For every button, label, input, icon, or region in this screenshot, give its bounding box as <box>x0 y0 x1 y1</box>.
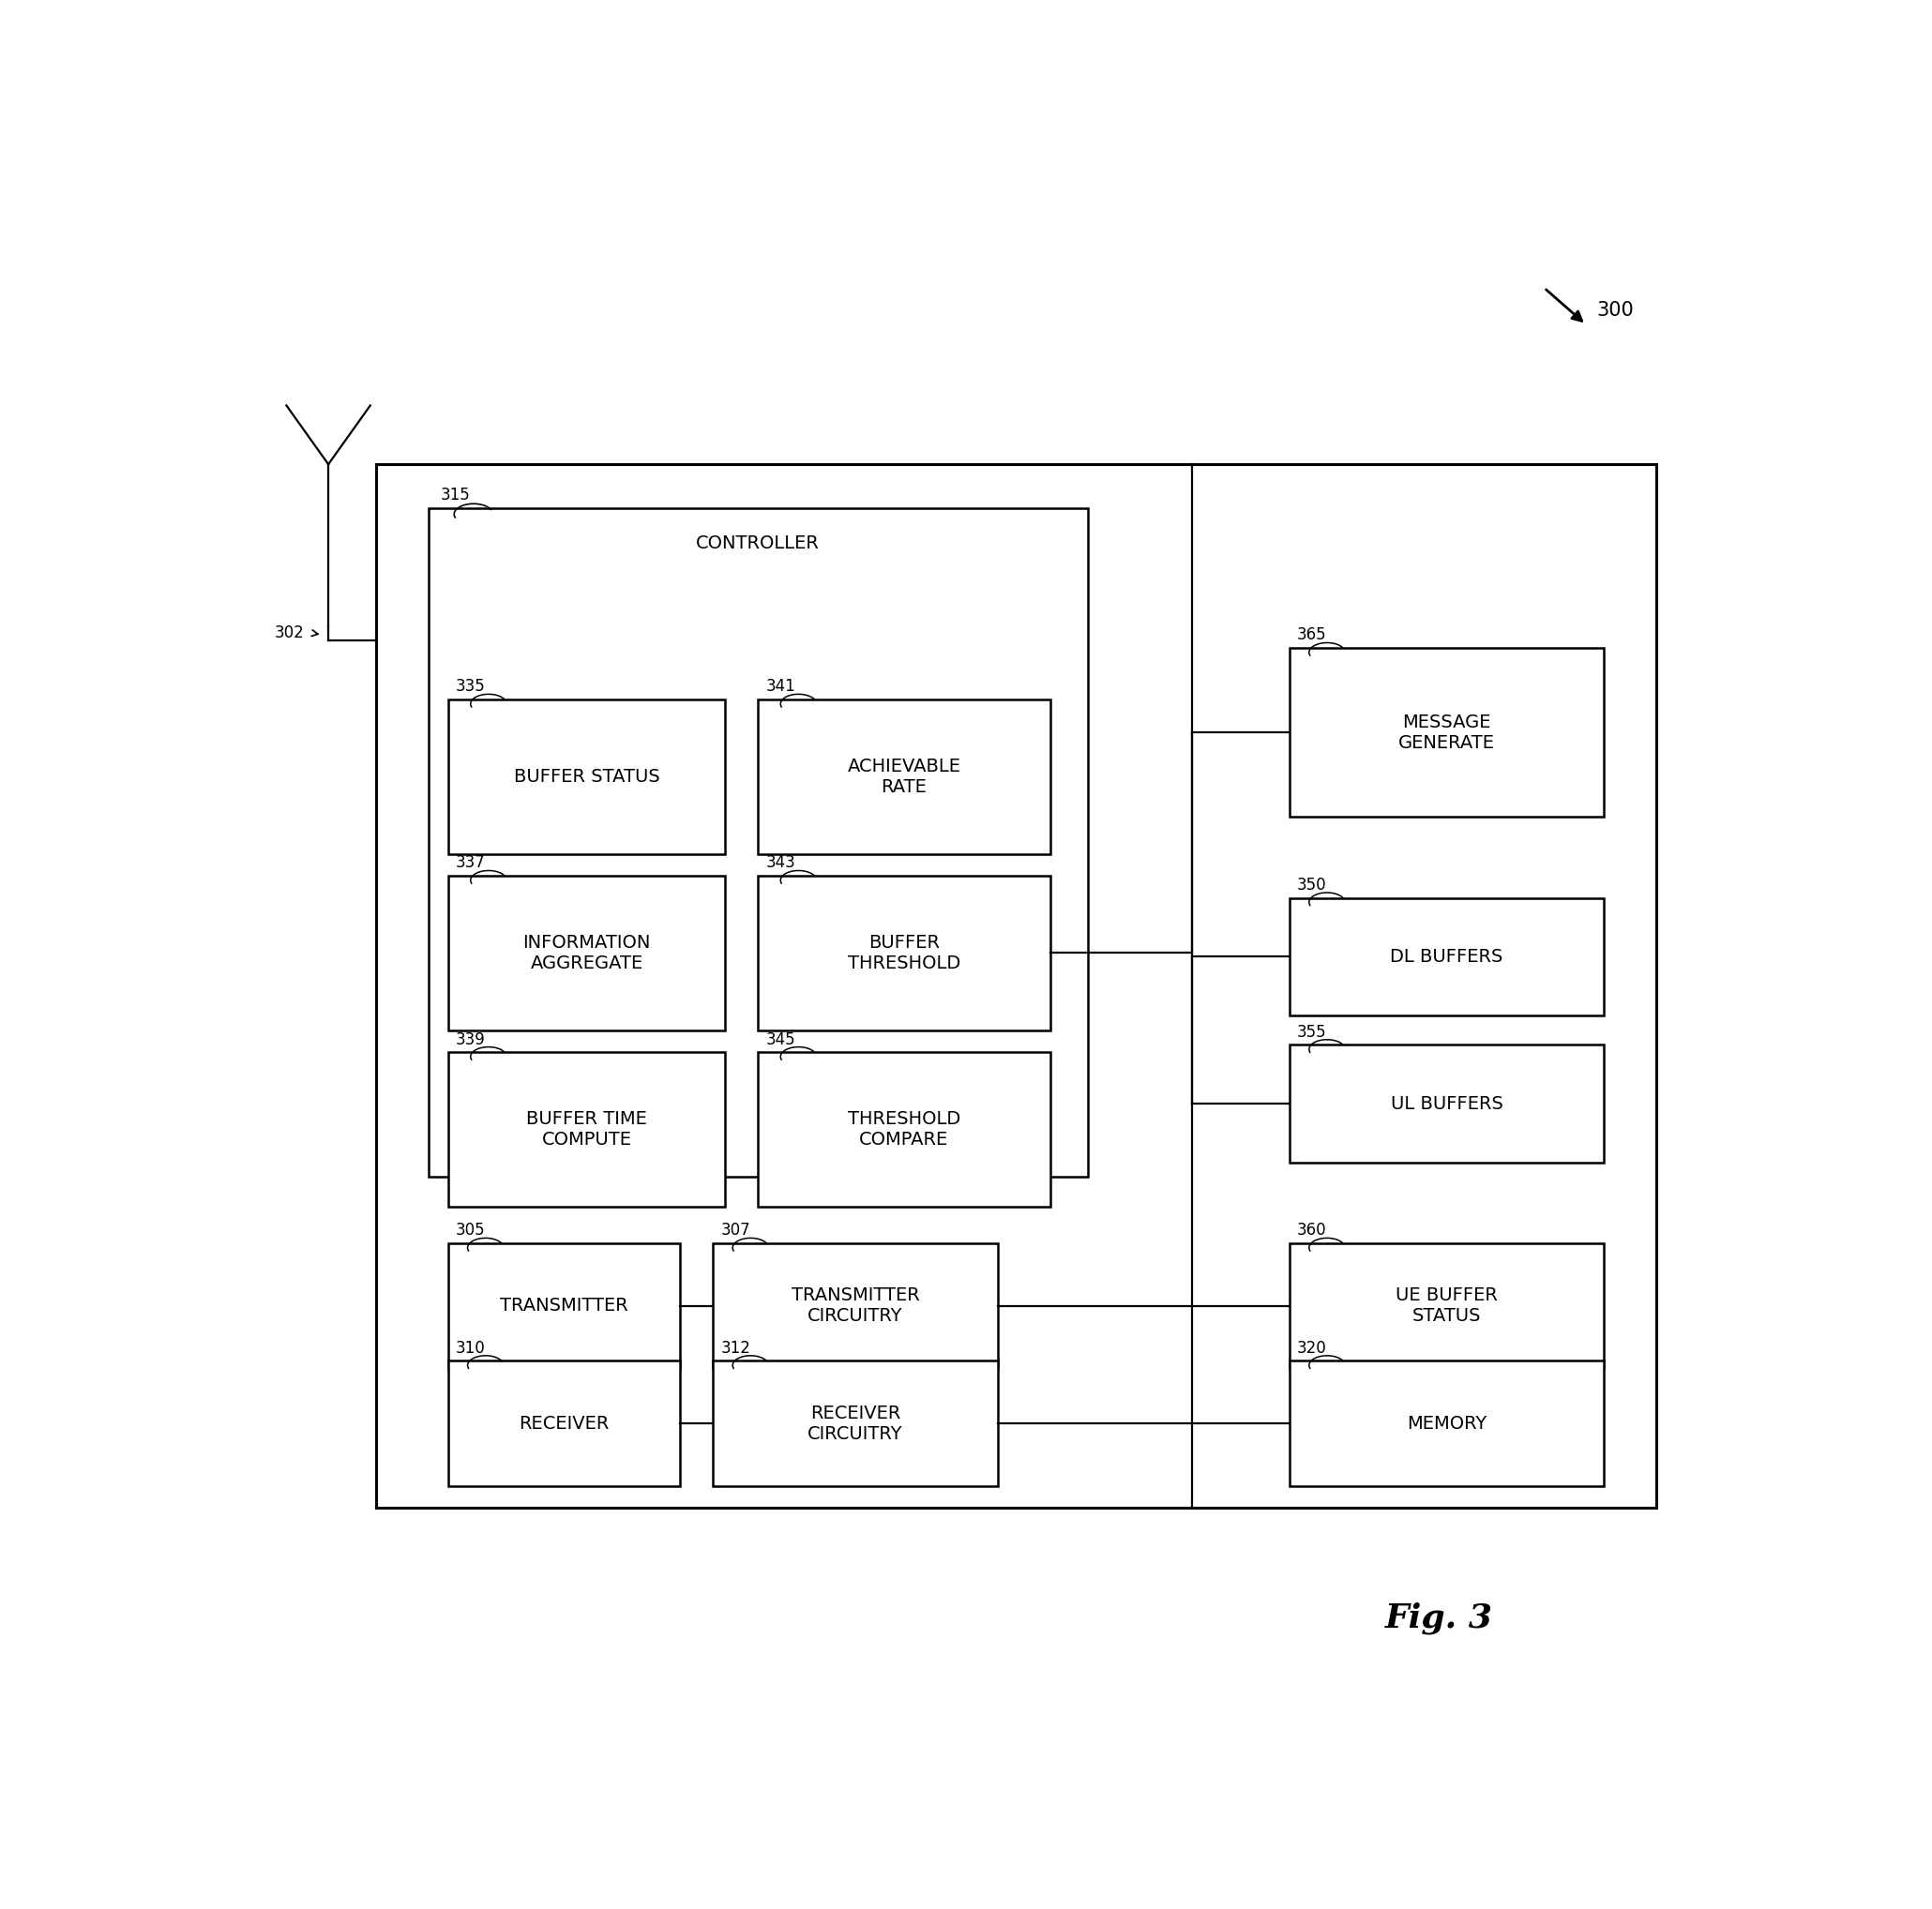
Text: THRESHOLD
COMPARE: THRESHOLD COMPARE <box>848 1111 960 1149</box>
Text: 312: 312 <box>721 1340 750 1357</box>
Text: 305: 305 <box>456 1222 485 1239</box>
Text: DL BUFFERS: DL BUFFERS <box>1391 947 1503 966</box>
Text: TRANSMITTER: TRANSMITTER <box>500 1296 628 1315</box>
Text: 302: 302 <box>274 624 303 641</box>
Text: BUFFER STATUS: BUFFER STATUS <box>514 767 659 785</box>
Text: 341: 341 <box>765 678 796 695</box>
Text: 365: 365 <box>1296 626 1327 643</box>
Bar <box>448 1361 680 1485</box>
Text: 300: 300 <box>1596 300 1634 319</box>
Bar <box>448 876 724 1031</box>
Text: 315: 315 <box>440 487 469 504</box>
Text: RECEIVER: RECEIVER <box>520 1415 609 1432</box>
Text: CONTROLLER: CONTROLLER <box>696 535 819 552</box>
Bar <box>1291 1243 1604 1369</box>
Text: ACHIEVABLE
RATE: ACHIEVABLE RATE <box>848 758 960 796</box>
Text: 335: 335 <box>456 678 485 695</box>
Text: 339: 339 <box>456 1031 485 1048</box>
Text: BUFFER
THRESHOLD: BUFFER THRESHOLD <box>848 934 960 972</box>
Text: 350: 350 <box>1296 876 1327 893</box>
Bar <box>1291 897 1604 1016</box>
Text: 310: 310 <box>456 1340 485 1357</box>
Text: 345: 345 <box>765 1031 796 1048</box>
Bar <box>757 1052 1051 1206</box>
Text: 343: 343 <box>765 855 796 871</box>
Bar <box>1291 1044 1604 1163</box>
Text: 307: 307 <box>721 1222 750 1239</box>
Bar <box>757 699 1051 853</box>
Text: UL BUFFERS: UL BUFFERS <box>1391 1094 1503 1113</box>
Text: MESSAGE
GENERATE: MESSAGE GENERATE <box>1399 714 1495 752</box>
Bar <box>1291 1361 1604 1485</box>
Bar <box>448 1243 680 1369</box>
Text: INFORMATION
AGGREGATE: INFORMATION AGGREGATE <box>524 934 651 972</box>
Text: MEMORY: MEMORY <box>1406 1415 1488 1432</box>
Bar <box>757 876 1051 1031</box>
Text: Fig. 3: Fig. 3 <box>1385 1602 1493 1634</box>
Bar <box>429 508 1088 1178</box>
Text: 355: 355 <box>1296 1023 1327 1040</box>
Text: UE BUFFER
STATUS: UE BUFFER STATUS <box>1395 1287 1497 1325</box>
Bar <box>448 1052 724 1206</box>
Bar <box>377 464 1656 1508</box>
Text: 360: 360 <box>1296 1222 1327 1239</box>
Text: BUFFER TIME
COMPUTE: BUFFER TIME COMPUTE <box>526 1111 647 1149</box>
Text: RECEIVER
CIRCUITRY: RECEIVER CIRCUITRY <box>808 1405 902 1443</box>
Bar <box>1291 647 1604 817</box>
Text: 320: 320 <box>1296 1340 1327 1357</box>
Bar <box>713 1243 997 1369</box>
Text: 337: 337 <box>456 855 485 871</box>
Bar <box>448 699 724 853</box>
Bar <box>713 1361 997 1485</box>
Text: TRANSMITTER
CIRCUITRY: TRANSMITTER CIRCUITRY <box>792 1287 920 1325</box>
